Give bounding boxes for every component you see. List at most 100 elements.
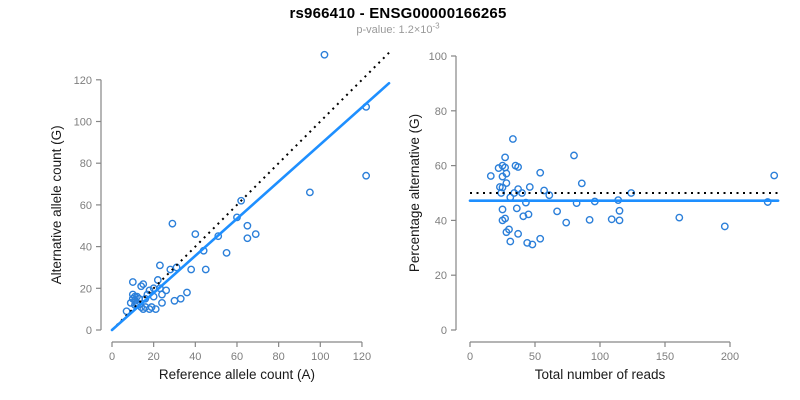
y-tick-label: 0 <box>441 325 447 337</box>
data-point <box>486 172 495 180</box>
data-point <box>540 186 548 195</box>
data-point <box>585 215 594 224</box>
x-tick-label: 0 <box>109 351 115 363</box>
x-tick-label: 100 <box>591 351 609 363</box>
y-tick-label: 80 <box>435 106 447 118</box>
p-value-subtitle: p-value: 1.2×10-3 <box>0 21 796 36</box>
y-tick-label: 40 <box>435 215 447 227</box>
data-point <box>158 298 166 307</box>
data-point <box>763 198 772 206</box>
y-tick-label: 100 <box>429 51 447 63</box>
data-point <box>222 248 231 257</box>
data-point <box>156 284 164 293</box>
data-point <box>168 219 177 228</box>
x-tick-label: 80 <box>273 351 285 363</box>
data-point <box>191 230 200 238</box>
x-tick-label: 20 <box>148 351 160 363</box>
data-point <box>545 191 554 200</box>
data-point <box>675 213 684 222</box>
y-tick-label: 60 <box>435 161 447 173</box>
data-point <box>553 207 561 216</box>
data-point <box>201 265 210 274</box>
y-tick-label: 80 <box>80 158 92 170</box>
data-point <box>505 225 513 234</box>
data-point <box>183 288 191 297</box>
data-point <box>362 171 371 180</box>
y-axis-title: Alternative allele count (G) <box>49 125 64 284</box>
data-point <box>523 238 532 247</box>
data-point <box>720 222 729 231</box>
data-point <box>170 296 179 305</box>
data-point <box>615 216 624 225</box>
right-plot: 0 50 100 150 200 0 20 40 60 80 100 Total number of … <box>407 51 780 382</box>
data-point <box>536 168 545 177</box>
data-point <box>512 204 521 213</box>
data-point <box>214 232 223 241</box>
data-point <box>770 171 779 180</box>
data-point <box>243 234 252 243</box>
data-point <box>501 214 509 223</box>
data-point <box>131 292 139 301</box>
data-point <box>570 151 578 160</box>
data-point <box>501 153 509 162</box>
y-tick-label: 40 <box>80 242 92 254</box>
left-plot: 0 20 40 60 80 100 120 0 20 40 60 80 100 120 Reference … <box>49 50 391 382</box>
page-title: rs966410 - ENSG00000166265 <box>289 5 507 22</box>
data-point <box>187 265 196 274</box>
data-point <box>237 196 246 205</box>
x-tick-label: 60 <box>231 351 243 363</box>
data-point <box>147 303 156 311</box>
data-point <box>501 163 509 172</box>
data-point <box>525 183 534 191</box>
x-tick-label: 150 <box>656 351 674 363</box>
data-point <box>128 278 137 286</box>
data-point <box>151 305 160 314</box>
data-point <box>514 185 522 194</box>
x-tick-label: 100 <box>311 351 329 363</box>
y-tick-label: 60 <box>80 200 92 212</box>
data-point <box>536 234 545 243</box>
x-axis-title: Reference allele count (A) <box>159 367 315 382</box>
data-point <box>243 221 252 230</box>
data-point <box>528 240 537 249</box>
data-point <box>509 135 517 143</box>
y-axis-title: Percentage alternative (G) <box>407 114 422 272</box>
y-tick-label: 20 <box>80 283 92 295</box>
data-point <box>176 294 185 303</box>
p-value-exponent: -3 <box>432 21 440 31</box>
p-value-text: p-value: 1.2×10 <box>356 24 433 36</box>
data-point <box>153 276 162 284</box>
expected-ratio-line <box>111 51 390 331</box>
fit-line <box>110 81 391 332</box>
data-point <box>506 237 515 246</box>
data-point <box>514 163 522 171</box>
data-point <box>502 179 511 188</box>
data-point <box>607 215 616 224</box>
x-axis-title: Total number of reads <box>535 367 666 382</box>
data-point <box>139 280 148 289</box>
x-tick-label: 0 <box>467 351 473 363</box>
data-point <box>305 188 314 197</box>
x-tick-label: 200 <box>721 351 739 363</box>
data-point <box>514 229 522 238</box>
y-tick-label: 120 <box>74 75 92 87</box>
data-point <box>577 179 586 188</box>
data-point <box>615 206 624 215</box>
data-point <box>156 261 164 270</box>
x-tick-label: 40 <box>189 351 201 363</box>
data-point <box>519 212 528 221</box>
x-tick-label: 120 <box>353 351 371 363</box>
data-point <box>128 290 137 299</box>
data-point <box>498 205 507 214</box>
data-point <box>158 290 166 299</box>
data-point <box>518 189 526 197</box>
x-tick-label: 50 <box>529 351 541 363</box>
data-point <box>562 218 571 227</box>
y-tick-label: 20 <box>435 270 447 282</box>
y-tick-label: 100 <box>74 117 92 129</box>
data-point <box>320 50 329 59</box>
data-point <box>251 230 260 238</box>
y-tick-label: 0 <box>86 325 92 337</box>
data-point <box>137 282 146 291</box>
